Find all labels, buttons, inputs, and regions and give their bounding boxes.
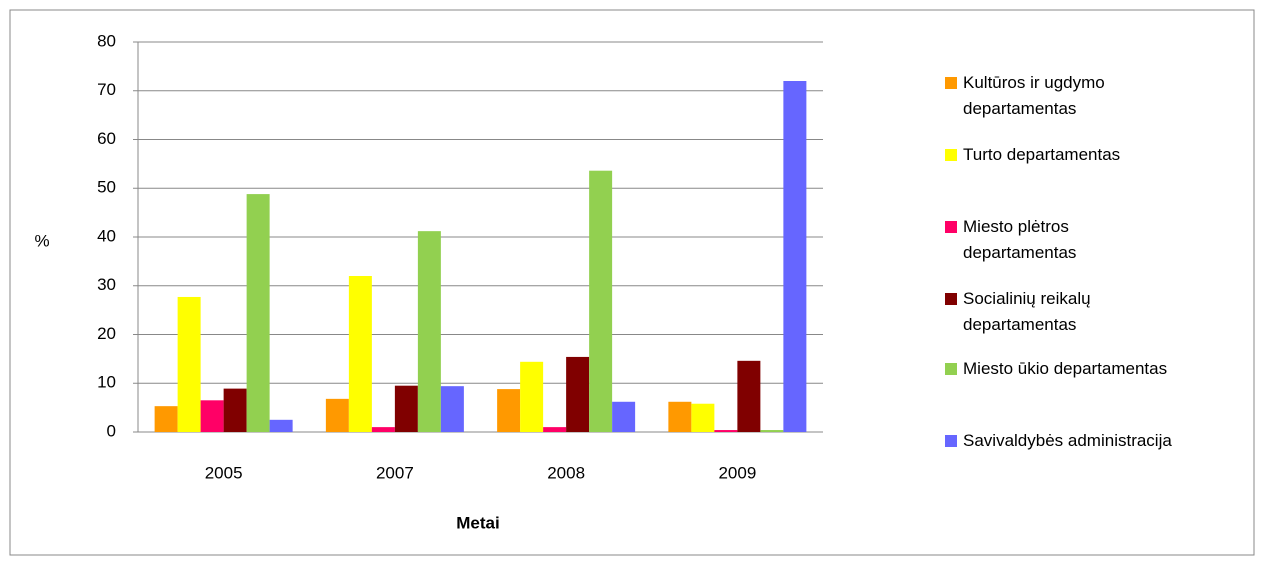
x-tick-label: 2007 <box>376 463 414 482</box>
legend-swatch <box>945 221 957 233</box>
legend-label: Turto departamentas <box>963 145 1121 164</box>
bar <box>783 81 807 432</box>
legend-label: Miesto ūkio departamentas <box>963 359 1168 378</box>
legend-entry: Miesto ūkio departamentas <box>945 356 1185 382</box>
bar <box>760 430 784 432</box>
bar <box>566 356 590 432</box>
bar <box>589 170 613 432</box>
legend-swatch <box>945 149 957 161</box>
bar <box>691 403 715 432</box>
chart-border <box>9 9 1255 556</box>
bar <box>440 386 464 432</box>
x-tick-label: 2009 <box>718 463 756 482</box>
bar <box>668 401 692 432</box>
legend-swatch <box>945 435 957 447</box>
legend-swatch <box>945 293 957 305</box>
bar <box>497 389 521 432</box>
legend-label: Kultūros ir ugdymo departamentas <box>963 73 1105 118</box>
legend-swatch <box>945 77 957 89</box>
bar <box>394 385 418 432</box>
y-tick-label: 0 <box>107 421 116 440</box>
y-tick-label: 20 <box>97 324 116 343</box>
bar <box>325 398 349 432</box>
y-tick-label: 10 <box>97 373 116 392</box>
legend-swatch <box>945 363 957 375</box>
legend-entry: Savivaldybės administracija <box>945 428 1185 454</box>
bar <box>154 406 178 432</box>
bar <box>223 388 247 432</box>
y-tick-label: 40 <box>97 226 116 245</box>
legend-label: Miesto plėtros departamentas <box>963 217 1077 262</box>
y-tick-label: 50 <box>97 178 116 197</box>
x-tick-label: 2008 <box>547 463 585 482</box>
x-tick-label: 2005 <box>205 463 243 482</box>
y-tick-label: 60 <box>97 129 116 148</box>
legend-entry: Kultūros ir ugdymo departamentas <box>945 70 1185 122</box>
bar <box>269 419 293 432</box>
legend-entry: Socialinių reikalų departamentas <box>945 286 1185 338</box>
bar <box>737 360 761 432</box>
legend-entry: Turto departamentas <box>945 142 1185 168</box>
y-tick-label: 30 <box>97 275 116 294</box>
bar <box>417 231 441 432</box>
y-tick-label: 70 <box>97 80 116 99</box>
bar <box>520 361 544 432</box>
legend-label: Savivaldybės administracija <box>963 431 1172 450</box>
legend-label: Socialinių reikalų departamentas <box>963 289 1091 334</box>
bar <box>714 430 738 432</box>
legend-entry: Miesto plėtros departamentas <box>945 214 1185 266</box>
bar <box>612 401 636 432</box>
y-axis-label: % <box>34 231 49 250</box>
y-tick-label: 80 <box>97 31 116 50</box>
bar <box>371 427 395 432</box>
x-axis-label: Metai <box>456 513 499 532</box>
bar <box>348 276 372 432</box>
bar <box>200 400 224 432</box>
bar <box>543 427 567 432</box>
bar <box>246 194 270 432</box>
bar <box>177 296 201 432</box>
